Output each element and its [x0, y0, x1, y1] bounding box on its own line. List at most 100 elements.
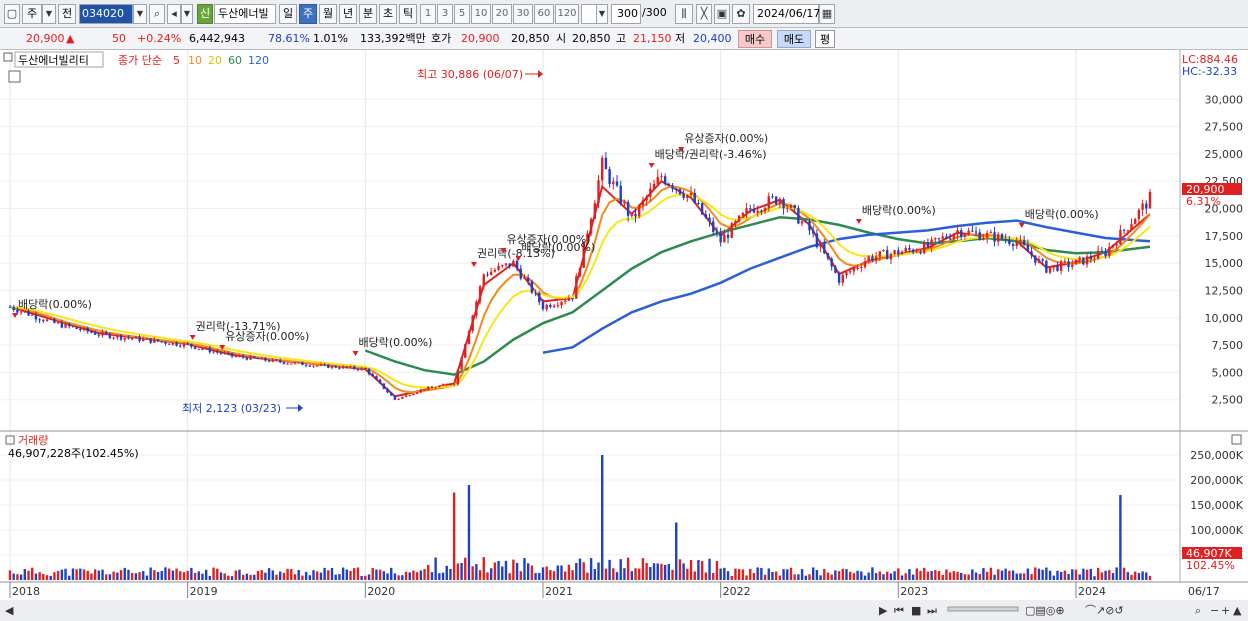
- interval-5-button[interactable]: 5: [454, 4, 470, 24]
- volume-bar: [312, 570, 315, 580]
- search-icon[interactable]: ⌕: [1195, 604, 1201, 617]
- candle-body: [134, 336, 138, 339]
- crosshair-icon[interactable]: ╳: [696, 4, 712, 24]
- event-annotation: 배당락(0.00%): [18, 298, 92, 311]
- volume-bar: [878, 571, 882, 580]
- calendar-icon[interactable]: ▦: [819, 4, 835, 24]
- volume-bar: [230, 576, 234, 580]
- stop-icon[interactable]: ■: [911, 604, 921, 617]
- ma-legend-prefix: 종가 단순: [118, 54, 162, 67]
- sell-button[interactable]: 매도: [777, 30, 811, 48]
- zoom-slider[interactable]: [947, 606, 1019, 612]
- speaker-icon[interactable]: ◂: [167, 4, 181, 24]
- candle-body: [290, 363, 293, 365]
- tools-icon[interactable]: ▢▤◎⊕: [1025, 604, 1065, 617]
- chevron-down-icon[interactable]: ▼: [181, 4, 193, 24]
- interval-120-button[interactable]: 120: [555, 4, 579, 24]
- interval-3-button[interactable]: 3: [437, 4, 453, 24]
- interval-30-button[interactable]: 30: [513, 4, 533, 24]
- candle-body: [1093, 258, 1096, 260]
- period-day-button[interactable]: 일: [279, 4, 297, 24]
- candle-body: [1022, 239, 1026, 245]
- candle-body: [793, 205, 796, 208]
- pane-menu-icon[interactable]: [3, 52, 13, 62]
- candle-body: [771, 196, 774, 198]
- volume-bar: [404, 571, 408, 580]
- zoom-out-icon[interactable]: −: [1210, 604, 1219, 617]
- candle-body: [427, 386, 430, 390]
- maximize-icon[interactable]: ▲: [1233, 604, 1242, 617]
- volume-bar: [489, 568, 493, 580]
- market-select[interactable]: 주: [22, 4, 42, 24]
- window-menu-icon[interactable]: ▢: [4, 4, 20, 24]
- save-icon[interactable]: ▣: [714, 4, 730, 24]
- interval-1-button[interactable]: 1: [420, 4, 436, 24]
- candle-body: [71, 326, 75, 328]
- ma-legend-60: 60: [228, 54, 242, 67]
- chevron-down-icon[interactable]: ▼: [42, 4, 56, 24]
- candle-body: [760, 210, 763, 212]
- y-tick-label: 27,500: [1205, 121, 1244, 134]
- candle-body: [8, 306, 12, 308]
- period-week-button[interactable]: 주: [299, 4, 317, 24]
- chevron-down-icon[interactable]: ▼: [596, 4, 608, 24]
- rewind-icon[interactable]: ⏮: [894, 604, 904, 617]
- volume-bar: [774, 571, 778, 580]
- candle-body: [578, 267, 582, 277]
- scroll-left-icon[interactable]: ◀: [5, 604, 14, 617]
- volume-bar: [501, 566, 504, 580]
- volume-bar: [253, 574, 256, 580]
- candle-body: [286, 363, 289, 365]
- volume-bar: [1063, 570, 1067, 580]
- price-chart[interactable]: 배당락(0.00%)권리락(-13.71%)유상증자(0.00%) 배당락(0.0…: [0, 50, 1248, 621]
- volume-pane-menu-icon[interactable]: [5, 435, 15, 445]
- volume-bar: [1015, 573, 1018, 580]
- eval-button[interactable]: 평: [815, 30, 835, 48]
- draw-icon[interactable]: ⌒↗⊘↺: [1085, 604, 1124, 617]
- interval-10-button[interactable]: 10: [471, 4, 491, 24]
- forward-icon[interactable]: ⏭: [927, 604, 937, 617]
- candle-type-icon[interactable]: ⫼: [675, 4, 693, 24]
- volume-bar: [571, 570, 574, 580]
- period-second-button[interactable]: 초: [379, 4, 397, 24]
- candle-body: [708, 217, 711, 222]
- scroll-right-icon[interactable]: ▶: [879, 604, 888, 617]
- period-tick-button[interactable]: 틱: [399, 4, 417, 24]
- interval-20-button[interactable]: 20: [492, 4, 512, 24]
- candle-body: [186, 343, 189, 345]
- chevron-down-icon[interactable]: ▼: [133, 4, 147, 24]
- candle-body: [319, 364, 323, 366]
- volume-bar: [227, 575, 230, 580]
- candle-body: [482, 274, 485, 287]
- period-minute-button[interactable]: 분: [359, 4, 377, 24]
- volume-pane-close-icon[interactable]: [1231, 434, 1242, 445]
- gear-icon[interactable]: ✿: [732, 4, 750, 24]
- candle-body: [112, 337, 115, 339]
- period-month-button[interactable]: 월: [319, 4, 337, 24]
- volume-bar: [556, 565, 559, 580]
- volume-bar: [12, 573, 15, 580]
- candle-body: [871, 256, 874, 261]
- search-icon[interactable]: ⌕: [149, 4, 165, 24]
- volume-bar: [863, 575, 867, 580]
- candle-body: [900, 251, 904, 255]
- candle-body: [241, 355, 245, 358]
- candle-body: [130, 338, 134, 340]
- interval-60-button[interactable]: 60: [534, 4, 554, 24]
- zoom-in-icon[interactable]: +: [1221, 604, 1230, 617]
- candle-body: [501, 265, 504, 267]
- period-year-button[interactable]: 년: [339, 4, 357, 24]
- bar-count-input[interactable]: 300: [611, 4, 641, 24]
- ask-price: 20,850: [511, 32, 550, 45]
- volume-bar: [1041, 569, 1044, 580]
- candle-body: [167, 343, 171, 345]
- prev-button[interactable]: 전: [58, 4, 76, 24]
- date-input[interactable]: 2024/06/17: [753, 4, 820, 24]
- candle-body: [1085, 256, 1089, 265]
- data-table-icon[interactable]: [8, 70, 21, 83]
- volume-bar: [538, 572, 541, 580]
- scroll-bar[interactable]: [0, 600, 1248, 621]
- volume-bar: [241, 574, 245, 580]
- buy-button[interactable]: 매수: [738, 30, 772, 48]
- stock-code-input[interactable]: 034020: [79, 4, 133, 24]
